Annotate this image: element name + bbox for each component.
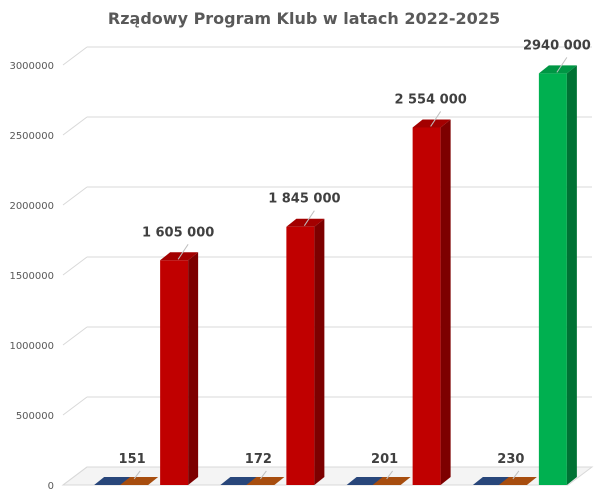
y-axis: 0 500000 1000000 1500000 2000000 2500000 30000… bbox=[9, 61, 54, 492]
bar-side bbox=[400, 476, 411, 485]
leader-line bbox=[259, 470, 267, 480]
gridline-diagonal bbox=[62, 116, 88, 136]
chart-title: Rządowy Program Klub w latach 2022-2025 bbox=[108, 9, 500, 28]
gridline-diagonal bbox=[62, 326, 88, 346]
data-label-s2-c0: 1 605 000 bbox=[142, 225, 214, 240]
y-tick-label: 0 bbox=[48, 481, 54, 492]
bar-top bbox=[498, 476, 537, 485]
y-tick-label: 2000000 bbox=[9, 201, 54, 212]
bar-s1-c3 bbox=[498, 476, 537, 485]
gridline-diagonal bbox=[62, 466, 88, 486]
gridlines bbox=[61, 46, 594, 486]
bar-front bbox=[286, 226, 315, 485]
data-labels: 151 1 605 000 172 1 845 000 201 2 554 000 230 2… bbox=[119, 38, 591, 480]
leader-line bbox=[177, 244, 189, 260]
bar-s2-c3 bbox=[538, 65, 577, 486]
bar-s2-c2 bbox=[412, 119, 451, 485]
y-tick-label: 2500000 bbox=[9, 131, 54, 142]
leader-line bbox=[133, 470, 141, 480]
leader-line bbox=[303, 210, 315, 226]
bar-side bbox=[566, 65, 577, 486]
bar-side bbox=[440, 119, 451, 485]
bar-front bbox=[538, 73, 567, 486]
bar-front bbox=[412, 127, 441, 485]
bars bbox=[94, 65, 577, 486]
bar-side bbox=[188, 252, 199, 485]
bar-top bbox=[412, 119, 451, 128]
data-label-s1-c1: 172 bbox=[245, 452, 272, 467]
gridline-diagonal bbox=[62, 46, 88, 66]
data-label-s1-c0: 151 bbox=[119, 452, 146, 467]
bar-top bbox=[538, 65, 577, 74]
bar-s1-c0 bbox=[120, 476, 159, 485]
data-label-s2-c1: 1 845 000 bbox=[268, 192, 340, 207]
leader-line bbox=[386, 470, 394, 480]
bar-top bbox=[160, 252, 199, 261]
bar-s1-c2 bbox=[372, 476, 411, 485]
leader-line bbox=[430, 111, 442, 127]
bar-s1-c1 bbox=[246, 476, 285, 485]
bar-s2-c0 bbox=[160, 252, 199, 485]
bar-side bbox=[148, 476, 159, 485]
y-tick-label: 1000000 bbox=[9, 341, 54, 352]
leader-line bbox=[512, 470, 520, 480]
y-tick-label: 1500000 bbox=[9, 271, 54, 282]
bar-side bbox=[314, 218, 325, 485]
bar-top bbox=[372, 476, 411, 485]
bar-side bbox=[274, 476, 285, 485]
leader-line bbox=[556, 57, 568, 73]
data-label-s1-c3: 230 bbox=[497, 452, 524, 467]
data-label-s2-c3: 2940 000 bbox=[523, 38, 591, 53]
bar-side bbox=[526, 476, 537, 485]
gridline-diagonal bbox=[62, 186, 88, 206]
bar-s2-c1 bbox=[286, 218, 325, 485]
bar-top bbox=[286, 218, 325, 227]
data-label-s1-c2: 201 bbox=[371, 452, 398, 467]
bar-top bbox=[120, 476, 159, 485]
y-tick-label: 500000 bbox=[16, 411, 54, 422]
gridline-diagonal bbox=[62, 396, 88, 416]
bar-front bbox=[160, 260, 189, 485]
gridline-diagonal bbox=[62, 256, 88, 276]
y-tick-label: 3000000 bbox=[9, 61, 54, 72]
bar-top bbox=[246, 476, 285, 485]
data-label-s2-c2: 2 554 000 bbox=[394, 92, 466, 107]
